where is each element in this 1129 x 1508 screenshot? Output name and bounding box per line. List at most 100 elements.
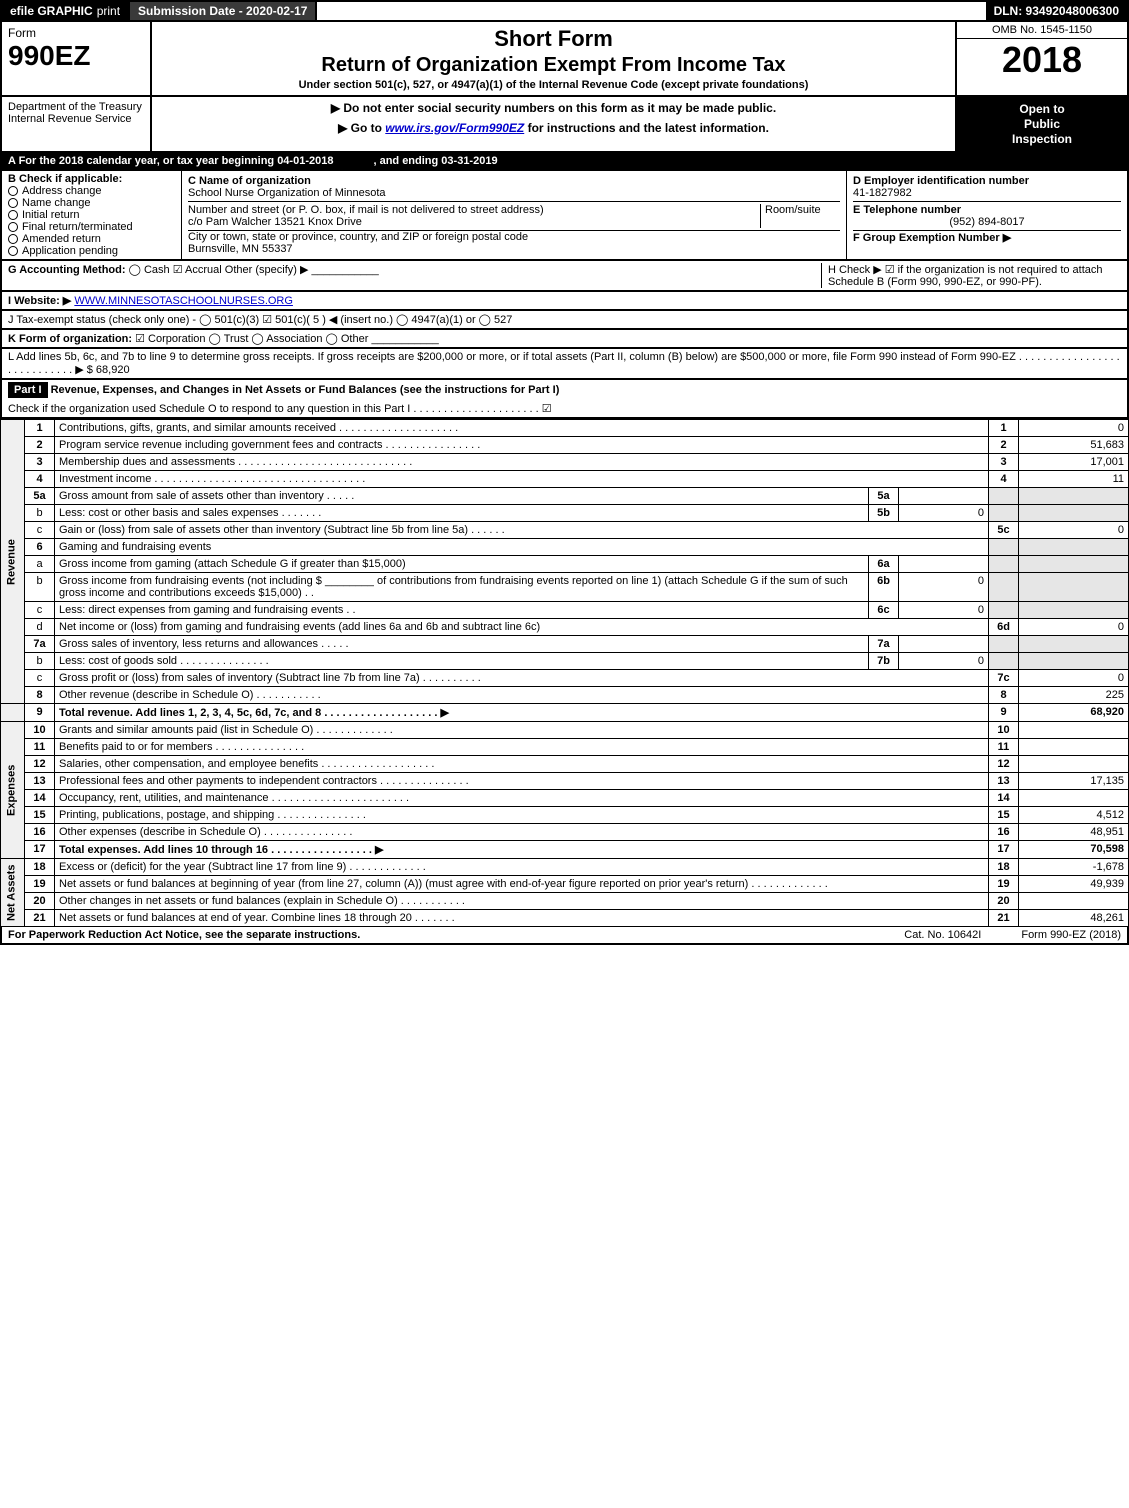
year-cell: OMB No. 1545-1150 2018 [957, 22, 1127, 95]
form-header: Form 990EZ Short Form Return of Organiza… [0, 22, 1129, 97]
lamt-13: 17,135 [1019, 773, 1129, 790]
k-label: K Form of organization: [8, 333, 132, 345]
form-subtitle: Return of Organization Exempt From Incom… [158, 54, 949, 77]
submission-date: Submission Date - 2020-02-17 [130, 2, 317, 20]
column-d: D Employer identification number 41-1827… [847, 171, 1127, 259]
line-h: H Check ▶ ☑ if the organization is not r… [821, 263, 1121, 288]
lbox-1: 1 [989, 420, 1019, 437]
chk-application-pending[interactable]: Application pending [8, 245, 175, 257]
lamt-18: -1,678 [1019, 859, 1129, 876]
ldesc-9: Total revenue. Add lines 1, 2, 3, 4, 5c,… [55, 704, 989, 722]
lamt-5c: 0 [1019, 522, 1129, 539]
org-address: c/o Pam Walcher 13521 Knox Drive [188, 216, 760, 228]
ssn-warning: ▶ Do not enter social security numbers o… [158, 101, 949, 115]
org-city: Burnsville, MN 55337 [188, 243, 840, 255]
g-cash[interactable]: ◯ Cash [129, 264, 170, 276]
ldesc-20: Other changes in net assets or fund bala… [55, 893, 989, 910]
line-k: K Form of organization: ☑ Corporation ◯ … [0, 330, 1129, 349]
section-netassets: Net Assets [1, 859, 25, 927]
part-i-title: Revenue, Expenses, and Changes in Net As… [51, 384, 560, 396]
under-section: Under section 501(c), 527, or 4947(a)(1)… [158, 79, 949, 91]
ldesc-7a: Gross sales of inventory, less returns a… [55, 636, 869, 653]
chk-amended-return[interactable]: Amended return [8, 233, 175, 245]
room-suite-label: Room/suite [760, 204, 840, 228]
lamt-6d: 0 [1019, 619, 1129, 636]
dept-irs: Internal Revenue Service [8, 113, 144, 125]
d-label: D Employer identification number [853, 175, 1121, 187]
footer-catno: Cat. No. 10642I [904, 929, 981, 941]
print-label[interactable]: print [97, 4, 120, 18]
lamt-21: 48,261 [1019, 910, 1129, 927]
line-j: J Tax-exempt status (check only one) - ◯… [0, 311, 1129, 330]
chk-name-change[interactable]: Name change [8, 197, 175, 209]
efile-button[interactable]: efile GRAPHIC print [2, 2, 130, 20]
ldesc-10: Grants and similar amounts paid (list in… [55, 722, 989, 739]
top-bar: efile GRAPHIC print Submission Date - 20… [0, 0, 1129, 22]
form-label: Form [8, 26, 144, 40]
lamt-8: 225 [1019, 687, 1129, 704]
ldesc-14: Occupancy, rent, utilities, and maintena… [55, 790, 989, 807]
page-footer: For Paperwork Reduction Act Notice, see … [0, 927, 1129, 945]
dept-treasury: Department of the Treasury [8, 101, 144, 113]
section-revenue: Revenue [1, 420, 25, 704]
column-c: C Name of organization School Nurse Orga… [182, 171, 847, 259]
efile-label: efile GRAPHIC [10, 4, 93, 18]
lamt-7c: 0 [1019, 670, 1129, 687]
form-number-cell: Form 990EZ [2, 22, 152, 95]
ldesc-13: Professional fees and other payments to … [55, 773, 989, 790]
lines-table: Revenue 1 Contributions, gifts, grants, … [0, 419, 1129, 927]
tax-year: 2018 [957, 39, 1127, 81]
ldesc-19: Net assets or fund balances at beginning… [55, 876, 989, 893]
period-begin: A For the 2018 calendar year, or tax yea… [8, 155, 333, 167]
lamt-16: 48,951 [1019, 824, 1129, 841]
section-expenses: Expenses [1, 722, 25, 859]
ldesc-4: Investment income . . . . . . . . . . . … [55, 471, 989, 488]
ldesc-6b: Gross income from fundraising events (no… [55, 573, 869, 602]
org-name: School Nurse Organization of Minnesota [188, 187, 840, 199]
g-label: G Accounting Method: [8, 264, 126, 276]
line-g: G Accounting Method: ◯ Cash ☑ Accrual Ot… [8, 263, 821, 288]
ldesc-3: Membership dues and assessments . . . . … [55, 454, 989, 471]
info-grid: B Check if applicable: Address change Na… [0, 171, 1129, 261]
ldesc-6: Gaming and fundraising events [55, 539, 989, 556]
ldesc-5b: Less: cost or other basis and sales expe… [55, 505, 869, 522]
ldesc-6a: Gross income from gaming (attach Schedul… [55, 556, 869, 573]
goto-link[interactable]: ▶ Go to www.irs.gov/Form990EZ for instru… [338, 121, 769, 135]
chk-initial-return[interactable]: Initial return [8, 209, 175, 221]
ldesc-17: Total expenses. Add lines 10 through 16 … [55, 841, 989, 859]
form-number: 990EZ [8, 40, 144, 72]
ein: 41-1827982 [853, 187, 1121, 199]
ldesc-7b: Less: cost of goods sold . . . . . . . .… [55, 653, 869, 670]
ldesc-18: Excess or (deficit) for the year (Subtra… [55, 859, 989, 876]
ldesc-21: Net assets or fund balances at end of ye… [55, 910, 989, 927]
chk-final-return[interactable]: Final return/terminated [8, 221, 175, 233]
lamt-9: 68,920 [1019, 704, 1129, 722]
period-row: A For the 2018 calendar year, or tax yea… [0, 153, 1129, 171]
k-options: ☑ Corporation ◯ Trust ◯ Association ◯ Ot… [135, 333, 368, 345]
e-label: E Telephone number [853, 204, 1121, 216]
open-line-3: Inspection [961, 132, 1123, 146]
omb-number: OMB No. 1545-1150 [957, 22, 1127, 39]
lamt-19: 49,939 [1019, 876, 1129, 893]
c-label: C Name of organization [188, 175, 840, 187]
open-line-1: Open to [961, 102, 1123, 116]
lamt-2: 51,683 [1019, 437, 1129, 454]
ldesc-15: Printing, publications, postage, and shi… [55, 807, 989, 824]
form-title: Short Form [158, 26, 949, 52]
chk-address-change[interactable]: Address change [8, 185, 175, 197]
g-other[interactable]: Other (specify) ▶ ___________ [225, 264, 379, 276]
ldesc-5c: Gain or (loss) from sale of assets other… [55, 522, 989, 539]
line-i: I Website: ▶ WWW.MINNESOTASCHOOLNURSES.O… [0, 292, 1129, 311]
lamt-17: 70,598 [1019, 841, 1129, 859]
footer-formref: Form 990-EZ (2018) [1021, 929, 1121, 941]
ldesc-8: Other revenue (describe in Schedule O) .… [55, 687, 989, 704]
header-row-2: Department of the Treasury Internal Reve… [0, 97, 1129, 153]
ldesc-1: Contributions, gifts, grants, and simila… [55, 420, 989, 437]
g-accrual[interactable]: ☑ Accrual [173, 264, 222, 276]
i-label: I Website: ▶ [8, 295, 71, 307]
ldesc-12: Salaries, other compensation, and employ… [55, 756, 989, 773]
ldesc-5a: Gross amount from sale of assets other t… [55, 488, 869, 505]
lnum-1: 1 [25, 420, 55, 437]
website-link[interactable]: WWW.MINNESOTASCHOOLNURSES.ORG [74, 295, 293, 307]
addr-label: Number and street (or P. O. box, if mail… [188, 204, 760, 216]
